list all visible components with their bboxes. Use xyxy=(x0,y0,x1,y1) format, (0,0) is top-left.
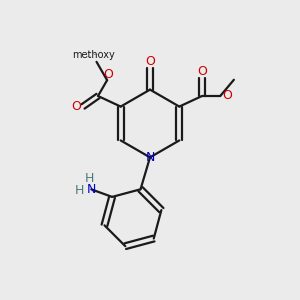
Text: O: O xyxy=(104,68,113,81)
Text: methyl: methyl xyxy=(94,54,99,55)
Text: O: O xyxy=(197,65,207,78)
Text: H: H xyxy=(74,184,84,197)
Text: N: N xyxy=(87,183,96,196)
Text: N: N xyxy=(145,151,155,164)
Text: O: O xyxy=(145,56,155,68)
Text: methoxy: methoxy xyxy=(86,55,92,56)
Text: O: O xyxy=(72,100,82,113)
Text: O: O xyxy=(222,89,232,103)
Text: H: H xyxy=(85,172,94,185)
Text: methoxy: methoxy xyxy=(72,50,115,60)
